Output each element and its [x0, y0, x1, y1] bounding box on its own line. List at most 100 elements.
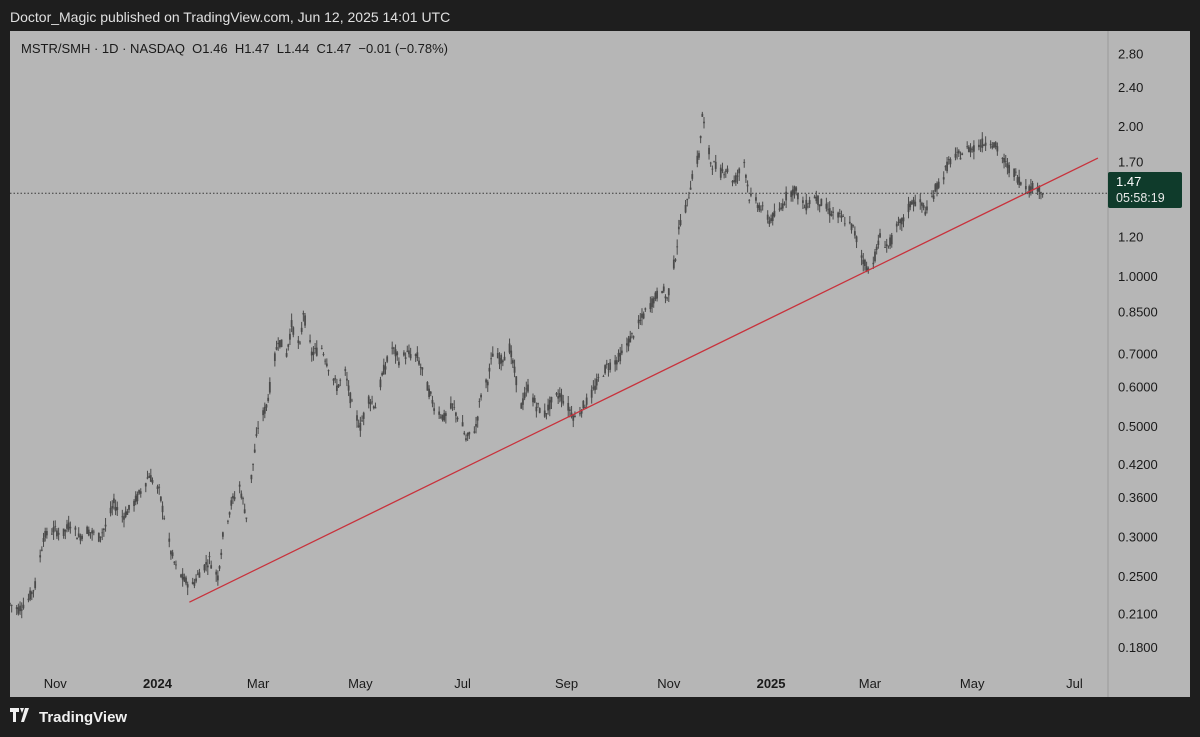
current-price-label: 1.47 — [1116, 174, 1142, 189]
candle-body — [501, 360, 504, 363]
candle-body — [97, 532, 100, 542]
x-tick-label: Jul — [1066, 676, 1083, 691]
candle-body — [522, 398, 524, 405]
candle-body — [208, 556, 211, 558]
candle-body — [724, 170, 727, 172]
candle-body — [805, 199, 808, 211]
candle-body — [758, 205, 761, 211]
candle-body — [978, 144, 980, 148]
candle-body — [572, 415, 575, 421]
candle-body — [1014, 171, 1017, 173]
candle-body — [711, 168, 714, 170]
candle-body — [175, 564, 177, 566]
candle-body — [910, 201, 913, 205]
candle-body — [186, 584, 189, 588]
x-tick-label: Nov — [44, 676, 68, 691]
candle-body — [532, 397, 534, 403]
candle-body — [877, 240, 880, 246]
candle-body — [853, 231, 856, 236]
candle-body — [465, 438, 467, 441]
candle-body — [86, 526, 89, 534]
candle-body — [391, 347, 394, 349]
candle-body — [967, 146, 970, 153]
y-tick-label: 1.70 — [1118, 154, 1143, 169]
candle-body — [855, 236, 858, 243]
candle-body — [409, 354, 412, 359]
candle-body — [250, 474, 253, 480]
candle-body — [496, 352, 499, 358]
candle-body — [183, 576, 186, 582]
candle-body — [832, 211, 834, 213]
candle-body — [981, 138, 984, 148]
candle-body — [691, 174, 694, 179]
candle-body — [476, 416, 479, 421]
candle-body — [478, 401, 481, 402]
candle-body — [66, 524, 68, 529]
candle-body — [441, 414, 444, 420]
candle-body — [158, 486, 161, 488]
candle-body — [485, 379, 487, 383]
candle-body — [419, 367, 422, 368]
candle-body — [508, 343, 511, 353]
candle-body — [688, 197, 690, 199]
candle-body — [679, 220, 682, 226]
candle-body — [652, 298, 655, 304]
candle-body — [396, 352, 399, 356]
candle-body — [579, 413, 581, 415]
candle-body — [852, 224, 855, 226]
candle-body — [738, 168, 741, 174]
candle-body — [403, 352, 405, 356]
footer-brand[interactable]: TradingView — [10, 708, 127, 726]
candle-body — [203, 564, 206, 571]
candle-body — [334, 378, 337, 380]
candle-body — [87, 529, 90, 536]
candle-body — [242, 498, 244, 500]
candle-body — [568, 409, 571, 411]
candle-body — [191, 581, 194, 585]
candle-body — [617, 352, 620, 357]
candle-body — [45, 531, 48, 536]
candle-body — [144, 483, 147, 487]
candle-body — [667, 288, 670, 296]
candle-body — [304, 315, 306, 326]
candle-body — [56, 530, 58, 537]
candle-body — [887, 245, 890, 247]
y-tick-label: 1.0000 — [1118, 269, 1158, 284]
candle-body — [949, 159, 952, 165]
candle-body — [243, 509, 246, 514]
candle-body — [947, 159, 950, 160]
candle-body — [104, 524, 107, 527]
candle-body — [656, 290, 658, 299]
candle-body — [942, 177, 945, 180]
candle-body — [1041, 193, 1044, 195]
candle-body — [750, 193, 752, 196]
current-price-badge: 1.47 05:58:19 — [1108, 172, 1182, 208]
candle-body — [931, 196, 933, 198]
y-tick-label: 0.5000 — [1118, 419, 1158, 434]
y-tick-label: 0.7000 — [1118, 346, 1158, 361]
candle-body — [466, 433, 469, 437]
candle-body — [57, 532, 60, 535]
candle-body — [22, 604, 25, 609]
candle-body — [714, 161, 717, 169]
candle-body — [173, 561, 176, 563]
chart-area[interactable]: 2.80 2.40 2.00 1.70 1.20 1.0000 0.8500 0.7000 0.… — [10, 31, 1190, 697]
candle-body — [240, 493, 243, 498]
candle-body — [850, 223, 853, 231]
candle-body — [937, 181, 940, 188]
candle-body — [793, 186, 796, 194]
candle-body — [676, 246, 679, 248]
candle-body — [367, 396, 370, 404]
price-chart[interactable]: 2.80 2.40 2.00 1.70 1.20 1.0000 0.8500 0.7000 0.… — [10, 31, 1190, 697]
candle-body — [205, 562, 208, 565]
candle-body — [713, 161, 715, 163]
candle-body — [475, 424, 477, 427]
candle-body — [993, 142, 995, 148]
candle-body — [51, 533, 53, 535]
publish-info: Doctor_Magic published on TradingView.co… — [10, 9, 451, 25]
candle-body — [431, 399, 434, 404]
candle-body — [29, 590, 32, 600]
candle-body — [770, 218, 772, 222]
candle-body — [512, 360, 514, 364]
candle-body — [625, 343, 628, 346]
